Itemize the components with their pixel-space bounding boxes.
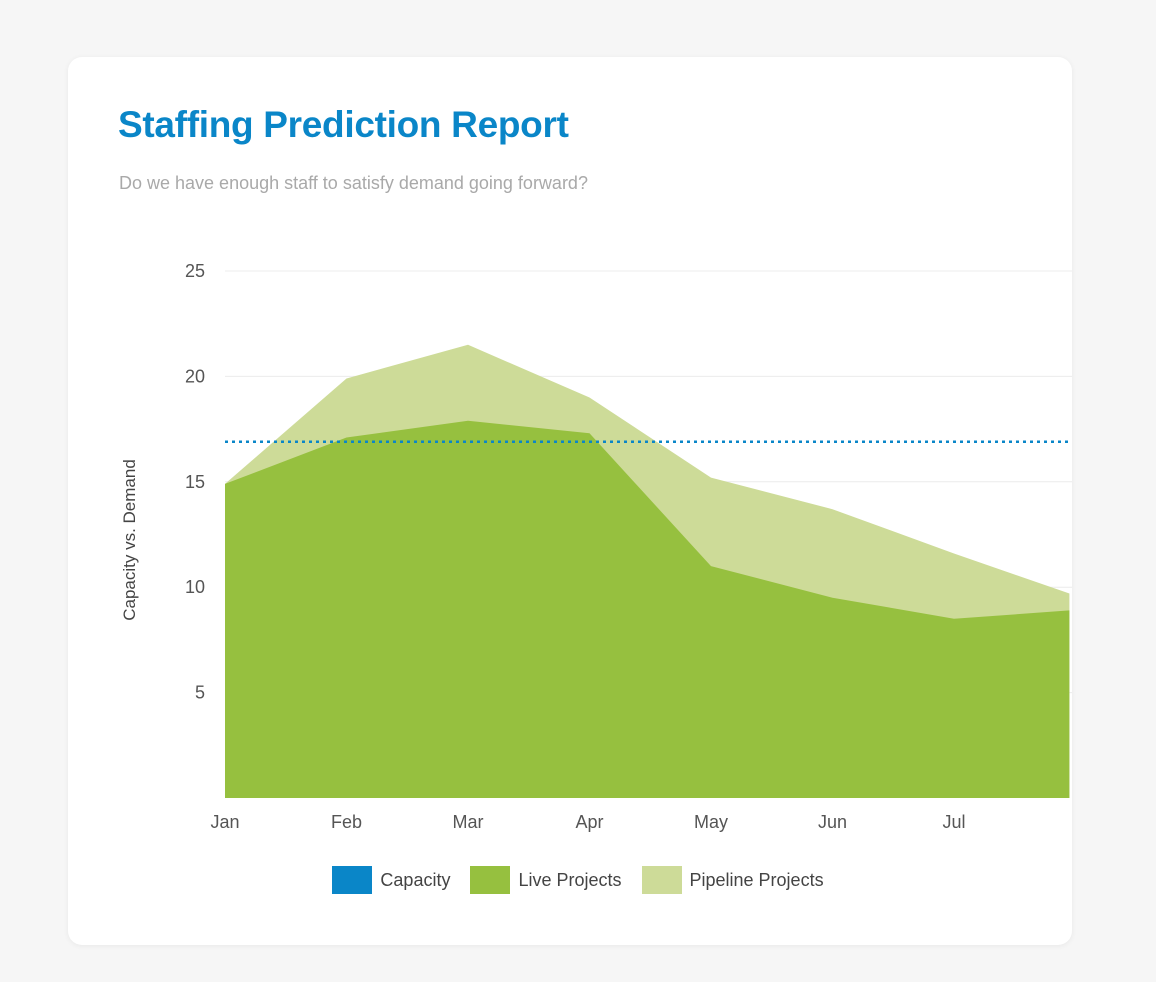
chart-legend: Capacity Live Projects Pipeline Projects	[0, 866, 1156, 894]
x-tick-jun: Jun	[818, 812, 847, 832]
y-tick-5: 5	[195, 683, 205, 703]
axis-ticks: 5 10 15 20 25 Jan Feb Mar Apr May Jun Jul	[185, 261, 966, 832]
page-title: Staffing Prediction Report	[118, 104, 569, 145]
legend-item-live-projects[interactable]: Live Projects	[470, 866, 622, 894]
legend-label-live-projects: Live Projects	[518, 869, 622, 890]
y-tick-25: 25	[185, 261, 205, 281]
legend-item-pipeline-projects[interactable]: Pipeline Projects	[641, 866, 824, 894]
legend-label-pipeline-projects: Pipeline Projects	[689, 869, 824, 890]
page-subtitle: Do we have enough staff to satisfy deman…	[119, 173, 588, 193]
legend-item-capacity[interactable]: Capacity	[332, 866, 450, 894]
legend-swatch-capacity	[332, 866, 373, 894]
y-tick-15: 15	[185, 472, 205, 492]
legend-swatch-pipeline-projects	[641, 866, 682, 894]
legend-label-capacity: Capacity	[380, 869, 451, 890]
y-tick-10: 10	[185, 577, 205, 597]
y-tick-20: 20	[185, 366, 205, 386]
x-tick-feb: Feb	[331, 812, 362, 832]
y-axis-label: Capacity vs. Demand	[120, 459, 139, 621]
x-tick-jul: Jul	[942, 812, 965, 832]
chart-areas	[225, 344, 1070, 798]
x-tick-apr: Apr	[575, 812, 603, 832]
legend-swatch-live-projects	[470, 866, 511, 894]
x-tick-jan: Jan	[210, 812, 239, 832]
x-tick-may: May	[694, 812, 728, 832]
x-tick-mar: Mar	[453, 812, 484, 832]
area-live-projects	[225, 420, 1070, 798]
